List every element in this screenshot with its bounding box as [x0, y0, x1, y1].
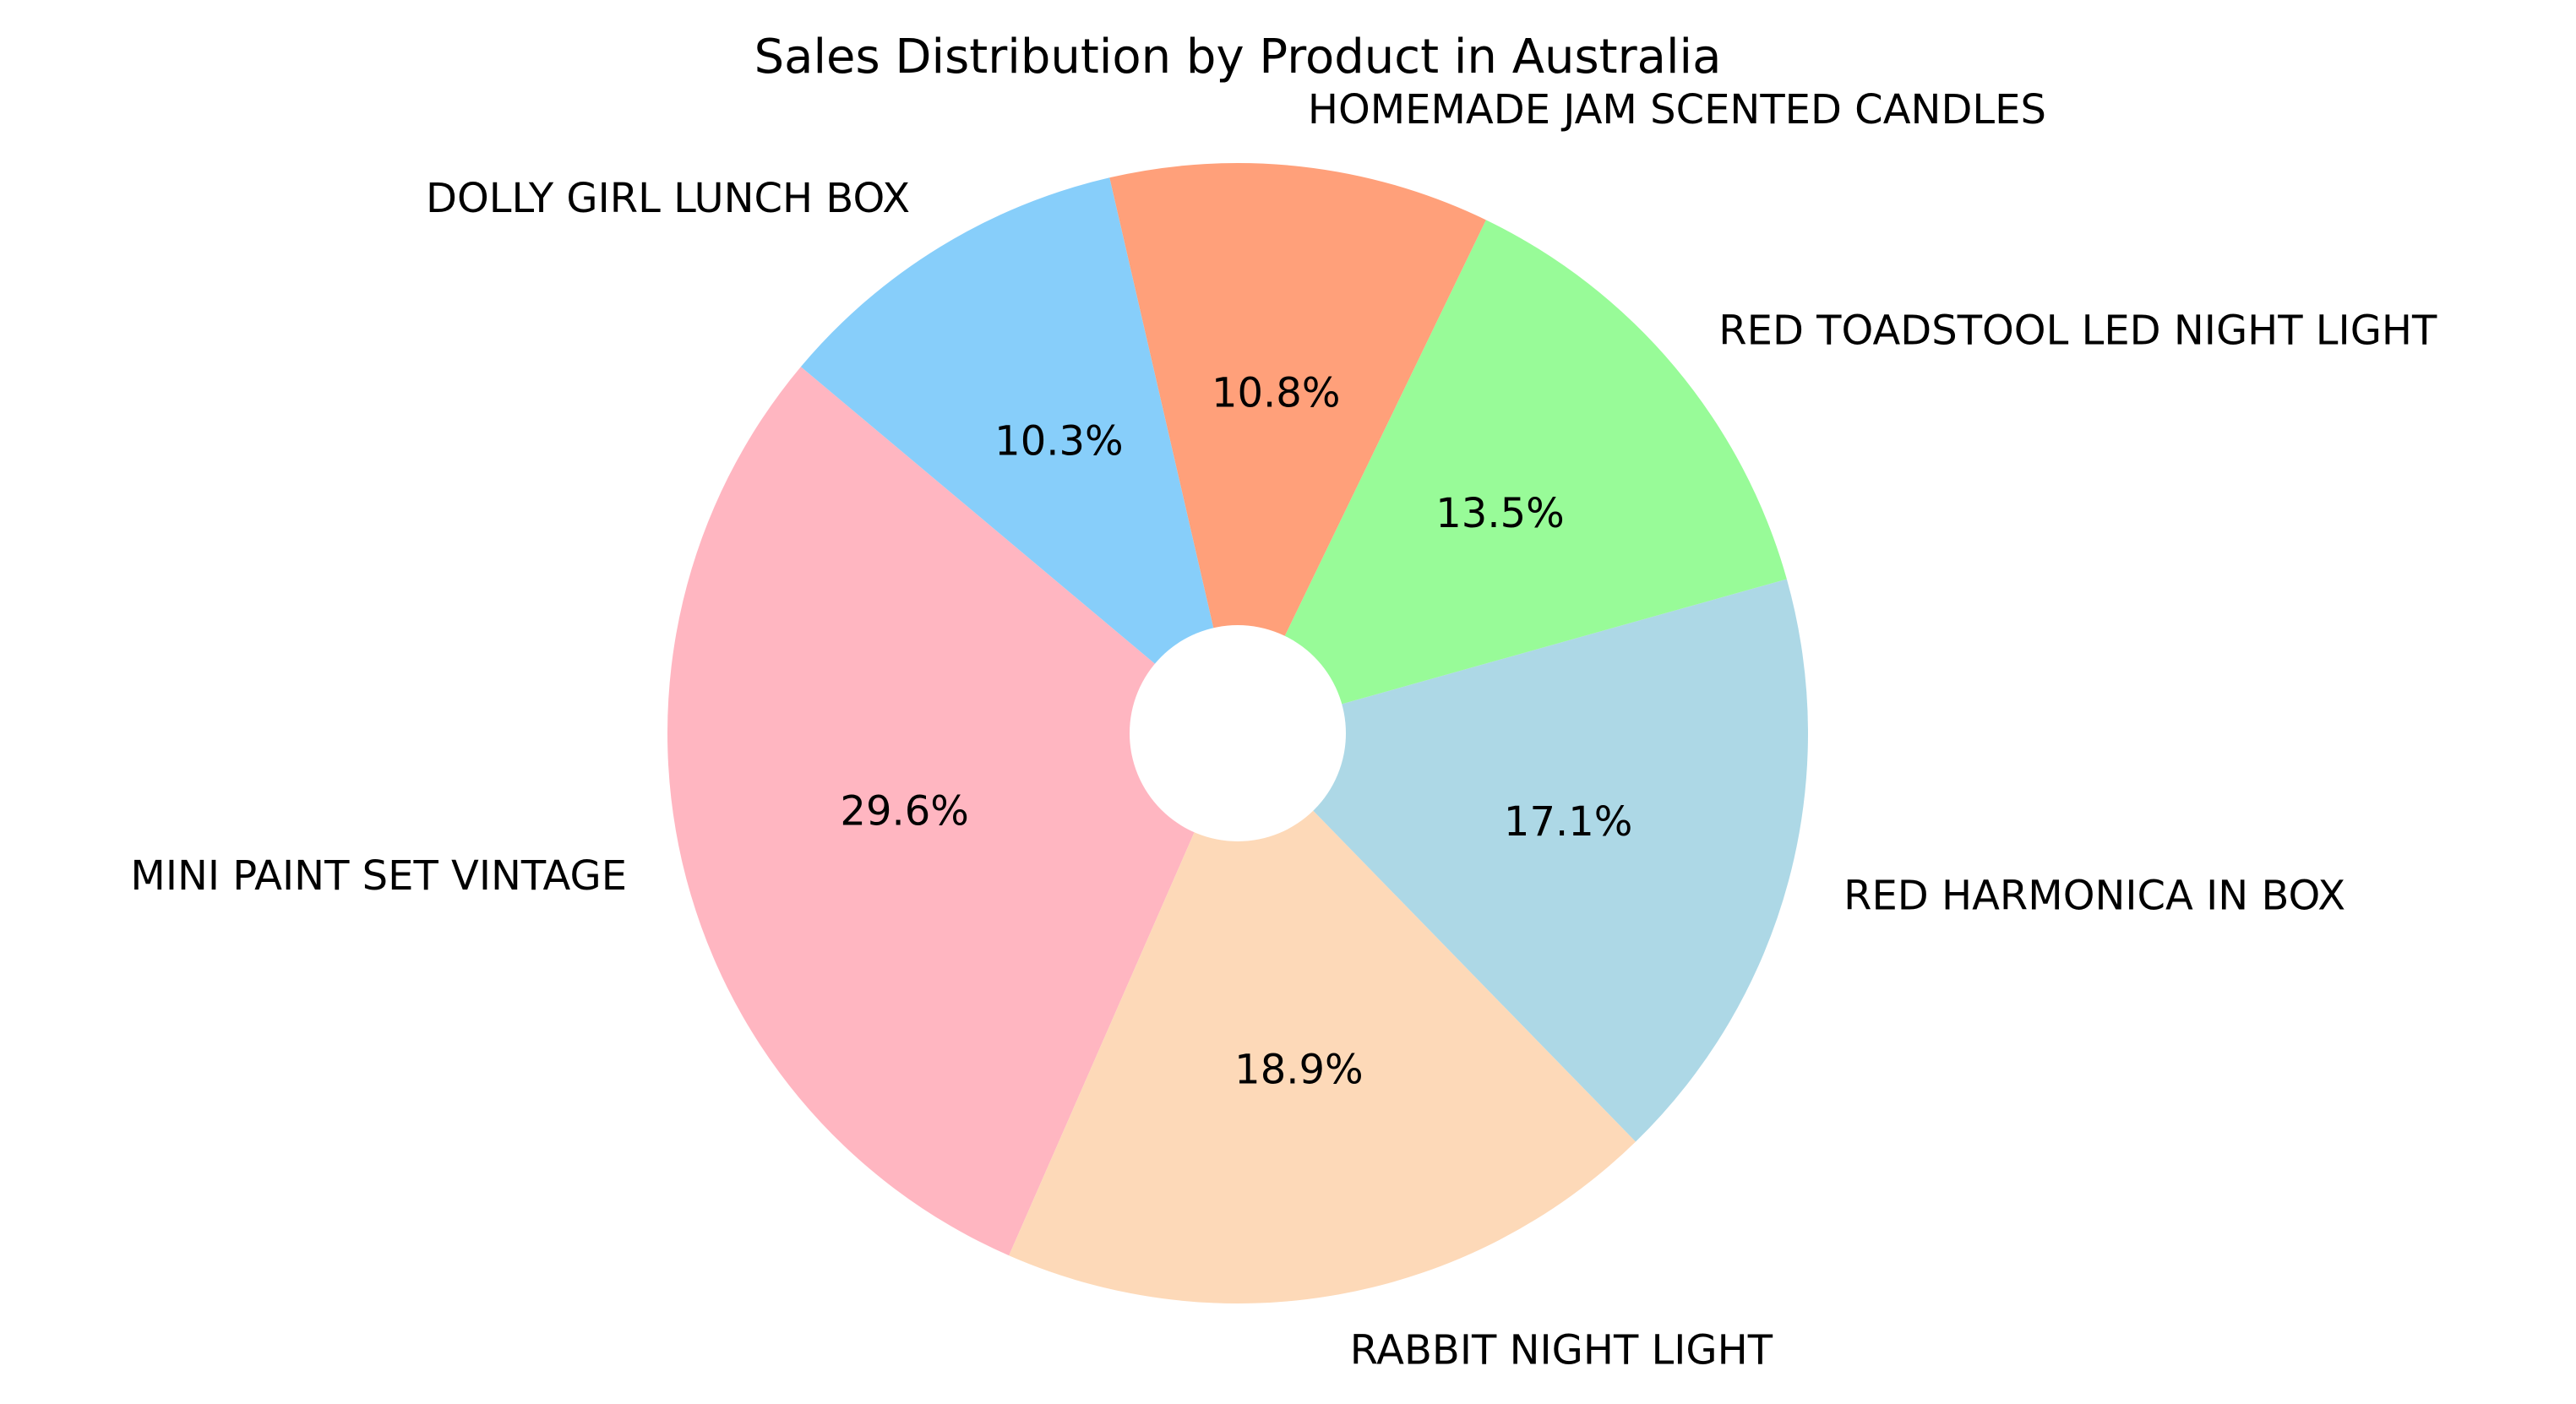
percent-label: 10.3% — [994, 418, 1123, 465]
pie-slices — [667, 162, 1808, 1304]
pie-slice — [1109, 162, 1486, 733]
percent-label: 29.6% — [840, 787, 968, 835]
slice-label: DOLLY GIRL LUNCH BOX — [426, 175, 910, 222]
slice-label: HOMEMADE JAM SCENTED CANDLES — [1308, 86, 2046, 133]
chart-title: Sales Distribution by Product in Austral… — [754, 30, 1722, 84]
donut-hole — [1130, 625, 1346, 841]
slice-label: RED HARMONICA IN BOX — [1844, 873, 2345, 920]
pie-slice — [1238, 220, 1787, 734]
percent-label: 13.5% — [1435, 490, 1564, 537]
pie-slice — [1238, 579, 1808, 1142]
slice-label: RABBIT NIGHT LIGHT — [1350, 1327, 1773, 1374]
pie-slice — [667, 367, 1238, 1256]
slice-label: MINI PAINT SET VINTAGE — [130, 852, 627, 900]
category-labels: MINI PAINT SET VINTAGE RABBIT NIGHT LIGHT… — [130, 86, 2437, 1374]
percent-label: 10.8% — [1212, 370, 1340, 417]
slice-label: RED TOADSTOOL LED NIGHT LIGHT — [1718, 307, 2437, 354]
percent-labels: 29.6% 18.9% 17.1% 13.5% 10.8% 10.3% — [840, 370, 1632, 1094]
pie-slice — [1009, 733, 1637, 1304]
percent-label: 17.1% — [1504, 798, 1632, 846]
percent-label: 18.9% — [1234, 1046, 1363, 1093]
pie-slice — [800, 177, 1238, 733]
